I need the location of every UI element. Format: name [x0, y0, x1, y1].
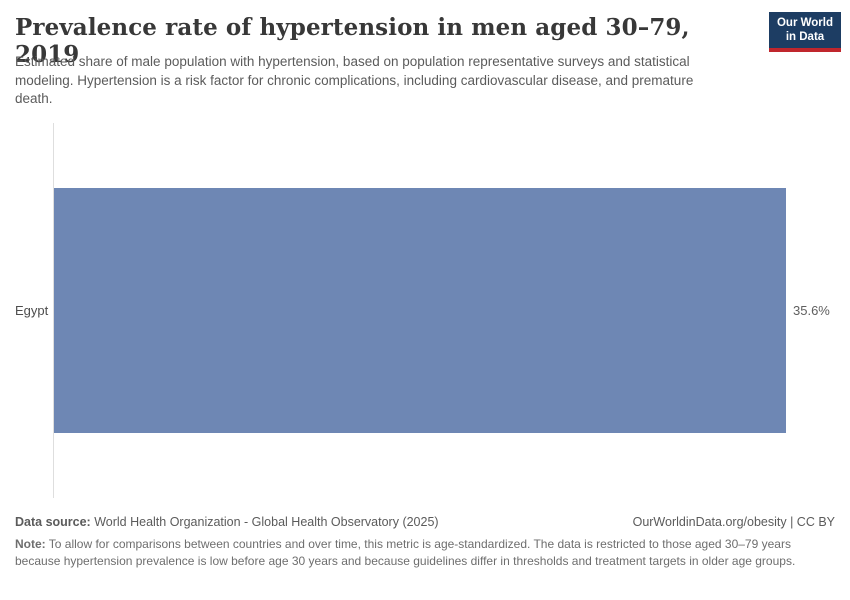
owid-logo[interactable]: Our World in Data	[769, 12, 841, 52]
bar-chart: Egypt 35.6%	[15, 123, 835, 498]
bar-egypt[interactable]	[54, 188, 786, 433]
bar-category-label[interactable]: Egypt	[15, 303, 49, 318]
chart-footer: Data source: World Health Organization -…	[15, 515, 835, 570]
data-source-label: Data source:	[15, 515, 91, 529]
bars-container: Egypt 35.6%	[15, 123, 835, 498]
data-source-text: World Health Organization - Global Healt…	[90, 515, 439, 529]
bar-value-label: 35.6%	[793, 303, 830, 318]
chart-subtitle: Estimated share of male population with …	[15, 54, 694, 107]
y-axis-line	[53, 123, 54, 498]
bar-row: Egypt 35.6%	[15, 188, 835, 433]
footer-note: Note: To allow for comparisons between c…	[15, 536, 835, 570]
owid-logo-line1: Our World	[776, 16, 833, 29]
owid-logo-line2: in Data	[785, 31, 825, 43]
footer-note-text: To allow for comparisons between countri…	[15, 537, 796, 568]
data-source: Data source: World Health Organization -…	[15, 515, 439, 529]
chart-title: Prevalence rate of hypertension in men a…	[15, 14, 690, 68]
footer-note-label: Note:	[15, 537, 46, 551]
license-link[interactable]: OurWorldinData.org/obesity | CC BY	[632, 515, 835, 529]
